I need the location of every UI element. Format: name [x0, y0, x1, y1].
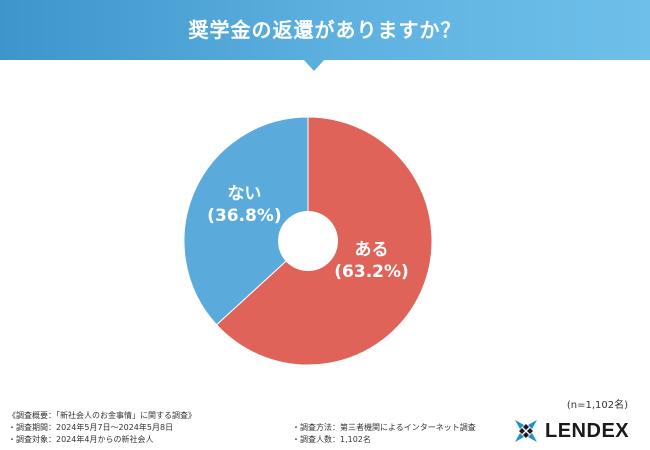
- lendex-logo-icon: [515, 420, 537, 442]
- survey-notes-right: ・調査方法：第三者機関によるインターネット調査 ・調査人数：1,102名: [292, 422, 502, 446]
- donut-hole: [278, 211, 338, 271]
- sample-size-label: (n=1,102名): [566, 400, 628, 411]
- survey-notes: 《調査概要：「新社会人のお金事情」に関する調査》 ・調査期間：2024年5月7日…: [8, 410, 278, 446]
- survey-note-line: ・調査方法：第三者機関によるインターネット調査: [292, 423, 476, 432]
- chart-title: 奨学金の返還がありますか？: [188, 18, 462, 42]
- survey-note-line: 《調査概要：「新社会人のお金事情」に関する調査》: [8, 411, 196, 420]
- slice-value-label-0: (63.2%): [334, 262, 409, 282]
- pie-slice-1: [183, 116, 309, 326]
- lendex-logo: LENDEX: [513, 418, 629, 444]
- logo-text: LENDEX: [545, 419, 630, 442]
- header-banner: [0, 0, 650, 60]
- slice-label-1: ない: [227, 184, 261, 204]
- survey-note-line: ・調査対象：2024年4月からの新社会人: [8, 435, 154, 444]
- survey-note-line: ・調査人数：1,102名: [292, 435, 371, 444]
- header-notch: [303, 59, 325, 71]
- slice-value-label-1: (36.8%): [207, 206, 282, 226]
- survey-note-line: ・調査期間：2024年5月7日〜2024年5月8日: [8, 423, 174, 432]
- slice-label-0: ある: [355, 240, 389, 260]
